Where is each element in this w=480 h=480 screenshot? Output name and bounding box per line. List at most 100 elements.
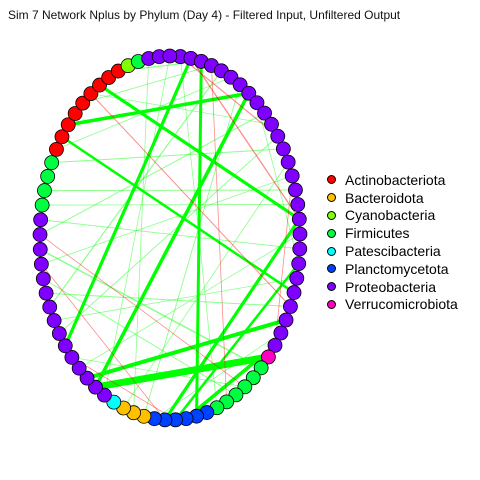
positive-edge	[85, 318, 289, 381]
node-firmicutes	[37, 183, 52, 198]
legend-item: Planctomycetota	[327, 260, 458, 278]
node-proteobacteria	[241, 85, 257, 101]
node-firmicutes	[34, 197, 50, 213]
node-proteobacteria	[38, 285, 54, 301]
positive-edge	[179, 56, 218, 409]
positive-edge	[40, 175, 293, 265]
legend-item: Proteobacteria	[327, 278, 458, 296]
node-actinobacteriota	[67, 106, 83, 121]
node-proteobacteria	[33, 256, 49, 272]
node-proteobacteria	[270, 128, 286, 144]
positive-edge	[66, 91, 251, 127]
positive-edge	[71, 357, 246, 388]
node-proteobacteria	[79, 370, 95, 386]
negative-edge	[90, 93, 291, 308]
legend-label: Actinobacteriota	[345, 171, 446, 188]
legend-item: Firmicutes	[327, 224, 458, 242]
legend-label: Bacteroidota	[345, 189, 424, 206]
node-proteobacteria	[51, 326, 67, 341]
node-firmicutes	[245, 370, 261, 386]
positive-edge	[163, 217, 301, 422]
node-proteobacteria	[257, 105, 272, 121]
negative-edge	[190, 57, 300, 220]
node-proteobacteria	[57, 338, 73, 354]
node-proteobacteria	[284, 168, 300, 184]
legend-label: Proteobacteria	[345, 278, 437, 295]
node-proteobacteria	[64, 350, 80, 365]
legend-item: Cyanobacteria	[327, 207, 458, 225]
positive-edge	[82, 65, 212, 104]
positive-edge	[49, 70, 222, 308]
node-proteobacteria	[275, 141, 291, 157]
positive-edge	[53, 277, 298, 321]
node-proteobacteria	[33, 212, 49, 228]
positive-edge	[63, 56, 193, 348]
positive-edge	[256, 102, 300, 265]
negative-edge	[40, 263, 166, 421]
node-proteobacteria	[162, 48, 178, 64]
legend-label: Firmicutes	[345, 225, 410, 242]
node-actinobacteriota	[54, 129, 70, 145]
positive-edge	[45, 292, 291, 308]
positive-edge	[51, 148, 284, 164]
positive-edge	[40, 219, 301, 250]
legend-swatch	[327, 246, 336, 256]
negative-edge	[39, 234, 246, 388]
node-proteobacteria	[291, 211, 307, 227]
positive-edge	[42, 278, 237, 396]
node-proteobacteria	[280, 154, 296, 170]
legend-label: Verrucomicrobiota	[345, 296, 458, 313]
node-proteobacteria	[32, 227, 48, 242]
node-proteobacteria	[32, 242, 48, 257]
positive-edge	[93, 91, 251, 389]
positive-edge	[153, 332, 282, 420]
legend-swatch	[327, 210, 336, 220]
legend-item: Patescibacteria	[327, 242, 458, 260]
node-proteobacteria	[267, 337, 283, 353]
node-proteobacteria	[292, 241, 308, 257]
node-proteobacteria	[290, 197, 306, 212]
node-firmicutes	[253, 360, 269, 376]
negative-edge	[71, 357, 176, 421]
node-proteobacteria	[273, 325, 289, 341]
legend-swatch	[327, 282, 336, 292]
node-verrucomicrobiota	[260, 349, 276, 365]
legend: Actinobacteriota Bacteroidota Cyanobacteri…	[327, 171, 458, 313]
legend-item: Verrucomicrobiota	[327, 296, 458, 314]
legend-swatch	[327, 175, 336, 185]
positive-edge	[60, 135, 296, 294]
positive-edge	[90, 93, 272, 125]
legend-label: Planctomycetota	[345, 260, 449, 277]
node-proteobacteria	[278, 312, 294, 328]
legend-label: Patescibacteria	[345, 243, 441, 260]
positive-edge	[41, 204, 299, 206]
legend-swatch	[327, 228, 336, 238]
positive-edge	[123, 161, 289, 409]
figure-title: Sim 7 Network Nplus by Phylum (Day 4) - …	[8, 8, 401, 22]
node-proteobacteria	[42, 299, 58, 315]
node-actinobacteriota	[49, 142, 64, 157]
node-proteobacteria	[289, 270, 305, 286]
negative-edge	[179, 55, 279, 137]
node-proteobacteria	[286, 285, 302, 300]
node-firmicutes	[44, 155, 60, 171]
positive-edge	[56, 76, 232, 150]
positive-edge	[174, 262, 300, 422]
positive-edge	[39, 248, 262, 369]
node-actinobacteriota	[75, 95, 91, 111]
negative-edge	[274, 175, 293, 346]
legend-label: Cyanobacteria	[345, 207, 436, 224]
legend-swatch	[327, 264, 336, 274]
positive-edge	[143, 84, 241, 417]
legend-swatch	[327, 193, 336, 203]
node-proteobacteria	[35, 271, 51, 287]
positive-edge	[104, 55, 171, 396]
legend-item: Bacteroidota	[327, 189, 458, 207]
positive-edge	[195, 59, 203, 418]
positive-edge	[133, 58, 150, 414]
node-proteobacteria	[249, 95, 265, 111]
positive-edge	[39, 112, 266, 236]
negative-edge	[211, 65, 227, 403]
positive-edge	[43, 189, 296, 192]
